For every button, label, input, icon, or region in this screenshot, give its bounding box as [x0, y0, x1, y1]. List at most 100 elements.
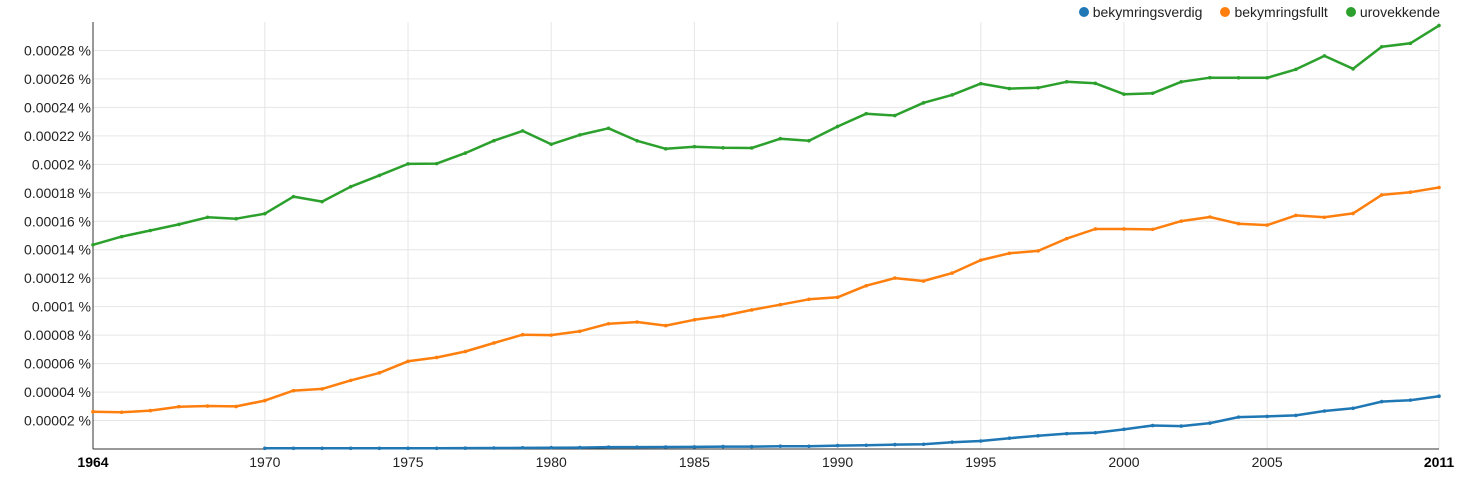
- data-point-urovekkende: [1093, 81, 1098, 86]
- data-point-bekymringsverdig: [606, 445, 611, 449]
- legend-item-bekymringsfullt[interactable]: bekymringsfullt: [1220, 4, 1328, 20]
- data-point-urovekkende: [1265, 75, 1269, 80]
- data-point-bekymringsfullt: [635, 320, 639, 324]
- data-point-bekymringsfullt: [1265, 223, 1269, 227]
- data-point-urovekkende: [1150, 91, 1155, 96]
- data-point-bekymringsfullt: [692, 317, 697, 322]
- data-point-bekymringsfullt: [119, 410, 124, 415]
- data-point-bekymringsfullt: [606, 321, 611, 326]
- data-point-bekymringsfullt: [864, 283, 869, 288]
- data-point-bekymringsverdig: [1179, 424, 1184, 428]
- data-point-urovekkende: [1322, 54, 1327, 58]
- data-point-bekymringsfullt: [1208, 215, 1212, 219]
- legend: bekymringsverdig bekymringsfullt urovekk…: [1078, 4, 1440, 20]
- data-point-bekymringsverdig: [1064, 431, 1069, 436]
- data-point-bekymringsfullt: [1437, 185, 1441, 190]
- data-point-urovekkende: [1294, 67, 1298, 72]
- legend-dot-icon: [1345, 7, 1356, 17]
- legend-item-urovekkende[interactable]: urovekkende: [1345, 4, 1440, 20]
- data-point-bekymringsverdig: [978, 439, 983, 443]
- data-point-bekymringsfullt: [520, 332, 525, 337]
- data-point-urovekkende: [950, 93, 954, 97]
- x-tick-label: 1980: [536, 454, 567, 470]
- data-point-bekymringsverdig: [263, 446, 267, 451]
- y-tick-label: 0.00018 %: [24, 185, 91, 201]
- data-point-bekymringsfullt: [921, 279, 926, 283]
- data-point-urovekkende: [205, 215, 210, 220]
- y-tick-label: 0.0001 %: [32, 299, 91, 315]
- data-point-bekymringsverdig: [406, 446, 410, 451]
- data-point-urovekkende: [119, 234, 124, 239]
- data-point-bekymringsverdig: [1322, 409, 1327, 413]
- data-point-urovekkende: [263, 211, 267, 216]
- x-tick-label: 2005: [1252, 454, 1283, 470]
- x-tick-label: 1975: [392, 454, 423, 470]
- x-tick-label: 2011: [1424, 454, 1455, 470]
- data-point-urovekkende: [778, 136, 783, 141]
- y-tick-label: 0.00028 %: [24, 42, 91, 58]
- series-line-bekymringsverdig: [264, 394, 1440, 450]
- data-point-bekymringsfullt: [234, 404, 238, 409]
- data-point-urovekkende: [234, 216, 238, 221]
- data-point-urovekkende: [320, 199, 324, 204]
- data-point-urovekkende: [1064, 79, 1069, 84]
- data-point-bekymringsfullt: [835, 295, 840, 300]
- data-point-urovekkende: [893, 113, 897, 118]
- data-point-bekymringsverdig: [1408, 398, 1413, 402]
- data-point-bekymringsfullt: [1122, 227, 1126, 231]
- data-point-bekymringsverdig: [348, 446, 353, 451]
- data-point-bekymringsverdig: [1122, 427, 1126, 432]
- data-point-bekymringsverdig: [663, 445, 668, 449]
- legend-label: bekymringsfullt: [1234, 4, 1328, 20]
- data-point-urovekkende: [978, 81, 983, 86]
- x-tick-label: 1970: [249, 454, 280, 470]
- data-point-bekymringsfullt: [721, 314, 725, 318]
- y-tick-label: 0.00008 %: [24, 327, 91, 343]
- data-point-bekymringsfullt: [434, 355, 439, 360]
- legend-item-bekymringsverdig[interactable]: bekymringsverdig: [1078, 4, 1203, 20]
- data-point-bekymringsfullt: [406, 359, 410, 364]
- data-point-urovekkende: [492, 138, 496, 143]
- y-tick-label: 0.00016 %: [24, 213, 91, 229]
- data-point-bekymringsverdig: [864, 443, 869, 448]
- legend-label: bekymringsverdig: [1092, 4, 1203, 20]
- data-point-bekymringsfullt: [205, 404, 210, 408]
- data-point-bekymringsverdig: [1265, 414, 1269, 419]
- data-point-bekymringsfullt: [663, 323, 668, 328]
- x-tick-label: 1985: [679, 454, 710, 470]
- data-point-bekymringsfullt: [778, 302, 783, 307]
- data-point-bekymringsfullt: [1150, 227, 1155, 232]
- y-tick-label: 0.00026 %: [24, 71, 91, 87]
- y-tick-label: 0.00004 %: [24, 384, 91, 400]
- data-point-urovekkende: [434, 161, 439, 166]
- data-point-urovekkende: [1122, 92, 1126, 96]
- data-point-bekymringsverdig: [749, 444, 754, 449]
- data-point-urovekkende: [749, 146, 754, 150]
- legend-dot-icon: [1078, 7, 1089, 17]
- data-point-bekymringsverdig: [549, 445, 554, 450]
- data-point-bekymringsfullt: [1007, 251, 1012, 256]
- data-point-bekymringsfullt: [1294, 213, 1298, 218]
- data-point-bekymringsfullt: [549, 333, 554, 337]
- data-point-bekymringsverdig: [377, 446, 382, 451]
- data-point-bekymringsfullt: [578, 329, 582, 334]
- data-point-urovekkende: [663, 147, 668, 151]
- data-point-bekymringsverdig: [692, 445, 697, 449]
- data-point-urovekkende: [578, 133, 582, 137]
- y-tick-label: 0.00012 %: [24, 270, 91, 286]
- data-point-bekymringsfullt: [348, 378, 353, 383]
- y-tick-label: 0.00022 %: [24, 128, 91, 144]
- data-point-urovekkende: [1437, 23, 1441, 28]
- data-point-urovekkende: [835, 124, 840, 129]
- data-point-bekymringsverdig: [807, 444, 811, 449]
- x-tick-label: 1964: [77, 454, 108, 470]
- data-point-bekymringsverdig: [1294, 413, 1298, 418]
- data-point-bekymringsverdig: [835, 443, 840, 448]
- data-point-bekymringsfullt: [492, 341, 496, 345]
- data-point-urovekkende: [1408, 41, 1413, 46]
- data-point-urovekkende: [91, 242, 95, 247]
- data-point-bekymringsfullt: [1322, 215, 1327, 220]
- data-point-bekymringsverdig: [1036, 433, 1040, 438]
- data-point-bekymringsverdig: [291, 446, 296, 451]
- data-point-bekymringsfullt: [148, 408, 153, 413]
